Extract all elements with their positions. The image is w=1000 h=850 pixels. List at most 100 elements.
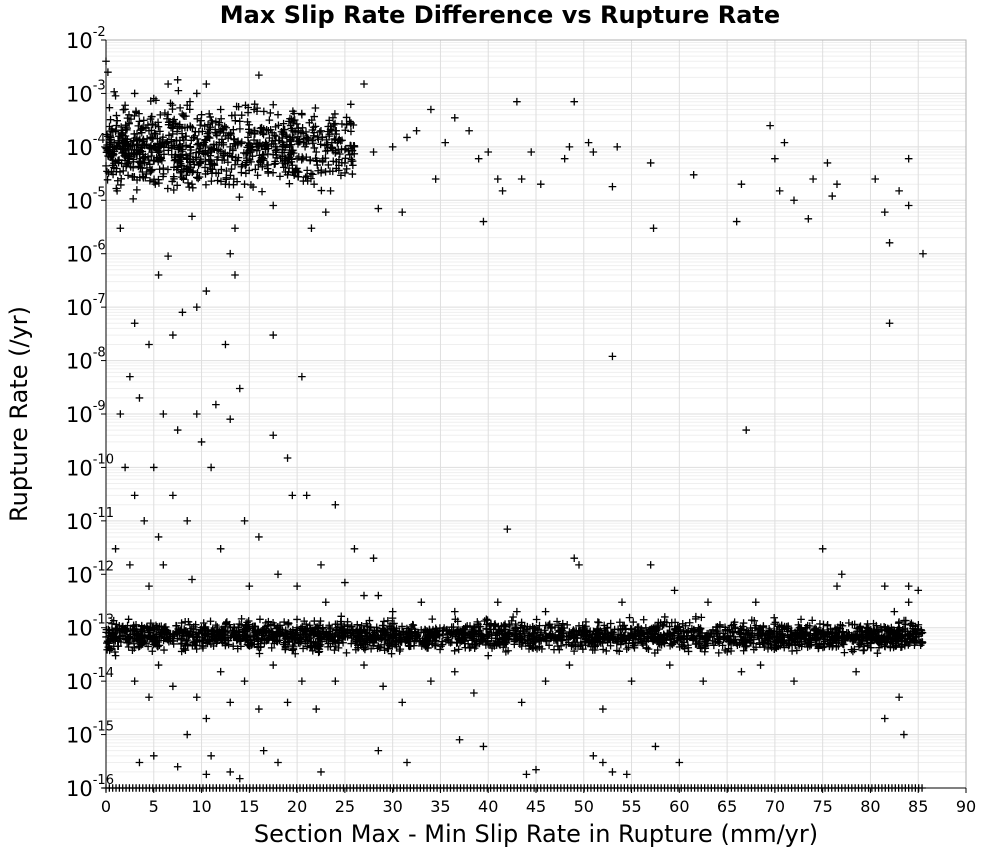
data-point <box>450 607 459 616</box>
cloud-point <box>346 141 354 150</box>
data-point <box>202 287 211 295</box>
cloud-point <box>155 179 163 187</box>
data-point <box>513 97 521 106</box>
band-point <box>212 621 220 629</box>
cloud-point <box>135 173 144 182</box>
y-tick-exponent: -4 <box>93 132 106 147</box>
data-point <box>231 271 239 279</box>
band-point <box>688 633 696 641</box>
band-point <box>130 628 139 636</box>
data-point <box>173 75 182 84</box>
cloud-point <box>128 173 137 181</box>
band-point <box>255 649 264 658</box>
band-point <box>484 631 493 639</box>
band-point <box>177 619 186 627</box>
data-point <box>837 570 846 579</box>
band-point <box>772 633 781 642</box>
cloud-point <box>196 155 205 163</box>
band-point <box>558 636 567 645</box>
band-point <box>545 641 553 650</box>
band-point <box>417 642 426 650</box>
band-point <box>495 639 504 647</box>
cloud-point <box>168 124 177 133</box>
band-point <box>203 626 212 635</box>
data-point <box>751 598 760 607</box>
data-point <box>126 143 134 151</box>
band-point <box>371 635 379 643</box>
band-point <box>535 636 544 645</box>
cloud-point <box>146 177 154 185</box>
data-point <box>904 598 913 607</box>
cloud-point <box>293 164 301 173</box>
band-point <box>801 623 810 632</box>
cloud-point <box>231 111 239 119</box>
data-point <box>188 575 196 584</box>
data-point <box>245 582 254 590</box>
band-point <box>152 621 160 630</box>
cloud-point <box>163 184 172 193</box>
data-point <box>169 331 177 339</box>
band-point <box>553 617 561 626</box>
band-point <box>570 633 578 642</box>
cloud-point <box>130 112 139 120</box>
cloud-point <box>341 126 350 135</box>
data-point <box>474 154 483 163</box>
data-point <box>255 533 263 541</box>
band-point <box>381 636 390 644</box>
y-tick-exponent: -13 <box>93 613 114 628</box>
data-point <box>527 148 536 156</box>
band-point <box>695 638 704 646</box>
data-point <box>331 500 340 509</box>
data-point <box>173 762 182 771</box>
band-point <box>177 625 186 634</box>
band-point <box>279 631 288 639</box>
data-point <box>823 159 832 167</box>
band-point <box>268 630 276 639</box>
band-point <box>776 635 784 644</box>
cloud-point <box>112 111 121 120</box>
data-point <box>231 224 239 233</box>
band-point <box>541 634 550 643</box>
band-point <box>210 634 219 643</box>
band-point <box>739 619 748 627</box>
band-point <box>850 645 859 654</box>
band-point <box>316 617 325 625</box>
cloud-point <box>325 130 334 139</box>
band-point <box>842 632 851 641</box>
cloud-point <box>137 159 145 168</box>
band-point <box>808 616 817 625</box>
band-point <box>685 618 694 627</box>
data-point <box>116 224 125 233</box>
data-point <box>274 110 282 119</box>
data-point <box>245 143 254 151</box>
data-point <box>360 80 368 88</box>
band-point <box>713 627 722 635</box>
band-point <box>643 632 652 641</box>
cloud-point <box>243 148 252 157</box>
cloud-point <box>258 187 266 196</box>
band-point <box>235 620 244 628</box>
data-point <box>627 677 636 685</box>
cloud-point <box>138 168 147 176</box>
band-point <box>414 628 423 637</box>
band-point <box>137 639 146 647</box>
cloud-point <box>113 116 121 125</box>
band-point <box>177 647 186 656</box>
band-point <box>521 639 530 648</box>
cloud-point <box>147 166 156 175</box>
data-point <box>565 661 574 669</box>
data-point <box>498 187 507 195</box>
band-point <box>531 643 540 651</box>
band-point <box>380 617 388 626</box>
band-point <box>754 630 762 639</box>
data-point <box>216 544 225 553</box>
band-point <box>463 633 471 641</box>
band-point <box>796 635 804 643</box>
band-point <box>402 633 410 641</box>
band-point <box>292 626 301 635</box>
data-point <box>517 698 526 707</box>
cloud-point <box>331 119 339 128</box>
band-point <box>836 621 845 629</box>
band-point <box>368 630 377 639</box>
y-tick-exponent: -7 <box>93 292 106 307</box>
